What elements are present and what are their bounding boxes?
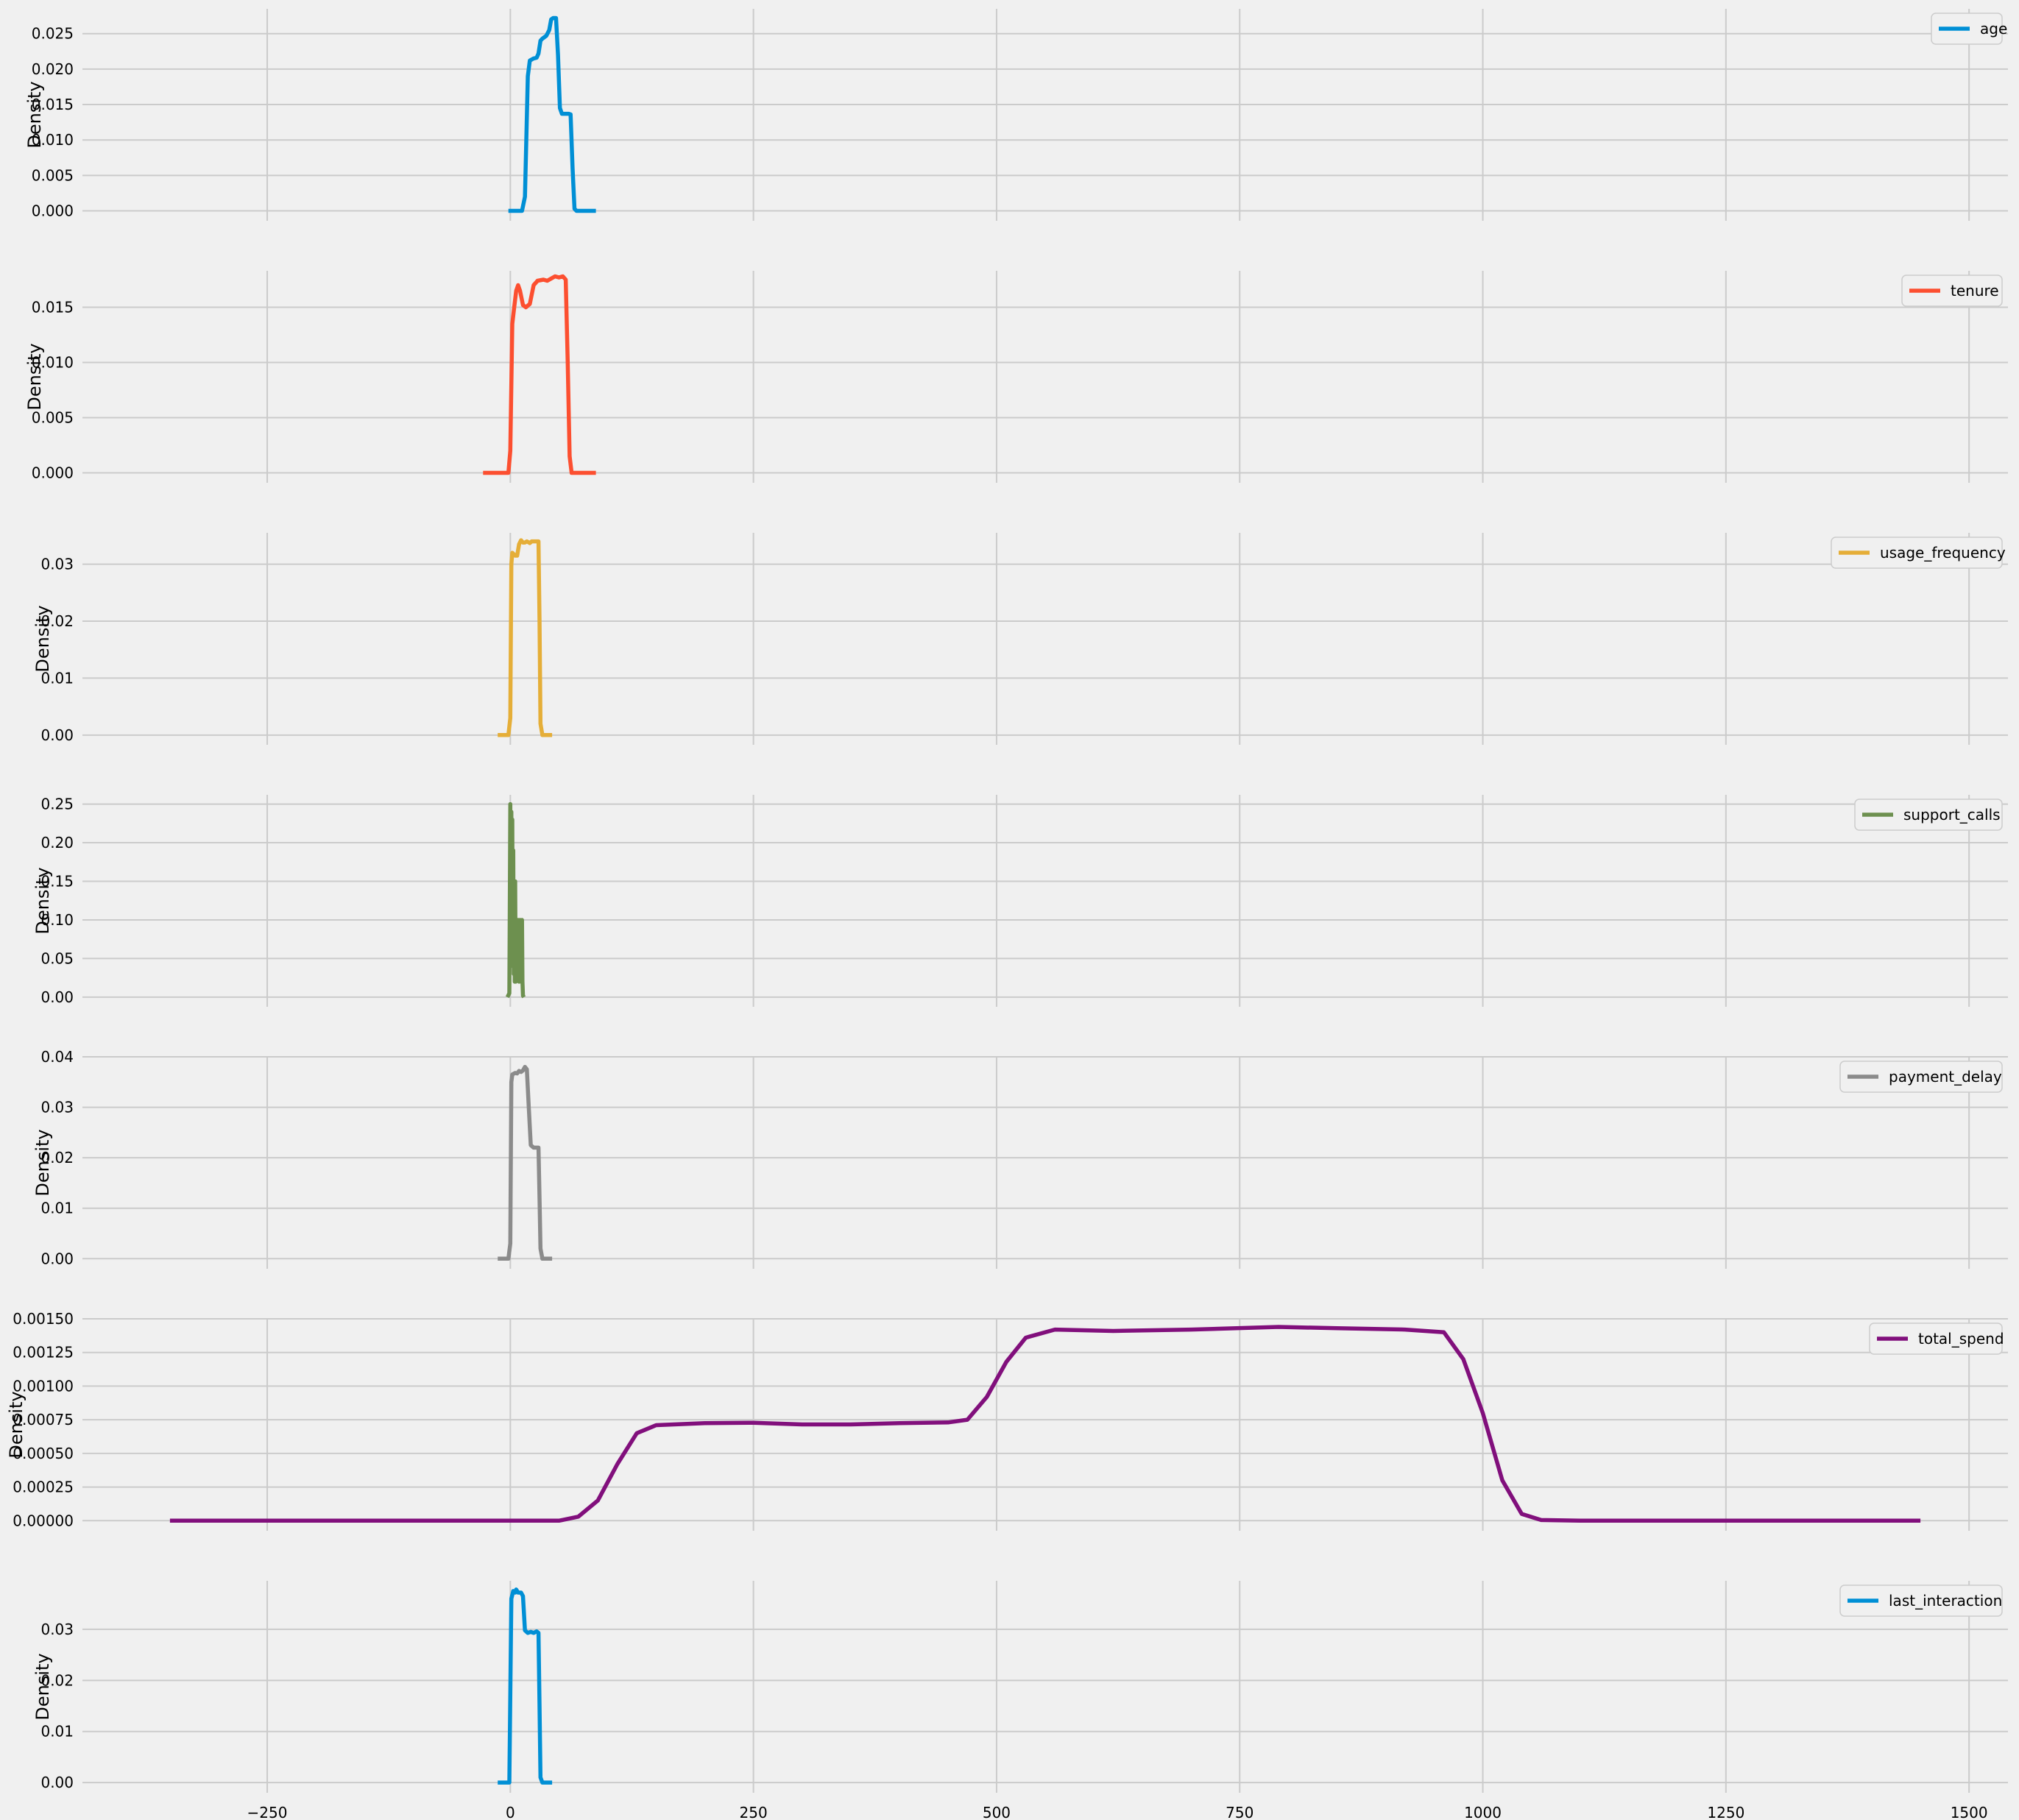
legend-box bbox=[1901, 275, 2003, 307]
legend-box bbox=[1839, 1061, 2003, 1093]
y-tick-label: 0.02 bbox=[40, 1671, 74, 1689]
y-tick-label: 0.05 bbox=[40, 949, 74, 967]
legend: age bbox=[1931, 13, 2007, 45]
panel-last-interaction: 0.00 0.01 0.02 0.03 Density last_interaction −… bbox=[32, 1581, 2008, 1820]
legend-box bbox=[1869, 1322, 2003, 1355]
y-tick-label: 0.10 bbox=[40, 911, 74, 929]
density-line-total-spend bbox=[169, 1325, 1921, 1523]
y-tick-label: 0.00 bbox=[40, 1250, 74, 1267]
legend-label: payment_delay bbox=[1889, 1068, 2002, 1086]
y-tick-label: 0.000 bbox=[32, 202, 74, 220]
x-tick-label: 250 bbox=[740, 1804, 768, 1820]
y-tick-label: 0.00100 bbox=[13, 1377, 74, 1395]
y-tick-label: 0.03 bbox=[40, 1621, 74, 1638]
y-tick-label: 0.25 bbox=[40, 796, 74, 813]
y-tick-label: 0.015 bbox=[32, 299, 74, 316]
panel-total-spend: 0.00000 0.00025 0.00050 0.00075 0.00100 0.001… bbox=[6, 1310, 2008, 1531]
x-tick-label: 1250 bbox=[1707, 1804, 1744, 1820]
y-tick-label: 0.000 bbox=[32, 464, 74, 482]
panel-tenure: 0.000 0.005 0.010 0.015 Density tenure bbox=[24, 271, 2008, 483]
y-axis-label: Density bbox=[32, 867, 53, 934]
y-tick-label: 0.01 bbox=[40, 669, 74, 687]
x-tick-label: 1500 bbox=[1951, 1804, 1988, 1820]
density-line-usage-frequency bbox=[498, 538, 553, 737]
y-tick-label: 0.005 bbox=[32, 409, 74, 427]
y-tick-label: 0.00150 bbox=[13, 1310, 74, 1328]
y-tick-label: 0.15 bbox=[40, 873, 74, 890]
y-tick-label: 0.00 bbox=[40, 988, 74, 1006]
legend: last_interaction bbox=[1839, 1584, 2003, 1617]
y-tick-label: 0.015 bbox=[32, 96, 74, 113]
legend: support_calls bbox=[1854, 799, 2003, 831]
x-tick-label: 500 bbox=[983, 1804, 1011, 1820]
legend-label: age bbox=[1980, 20, 2007, 38]
panel-support-calls: 0.00 0.05 0.10 0.15 0.20 0.25 Density support_c… bbox=[32, 795, 2008, 1007]
y-tick-label: 0.01 bbox=[40, 1723, 74, 1741]
legend: payment_delay bbox=[1839, 1061, 2003, 1093]
y-tick-label: 0.025 bbox=[32, 25, 74, 43]
panel-payment-delay: 0.00 0.01 0.02 0.03 0.04 Density payment_delay bbox=[32, 1048, 2008, 1269]
y-tick-label: 0.00 bbox=[40, 1774, 74, 1791]
y-axis-label: Density bbox=[32, 605, 53, 672]
density-line-support-calls bbox=[505, 801, 526, 999]
legend-label: last_interaction bbox=[1889, 1592, 2002, 1610]
y-axis-label: Density bbox=[24, 81, 45, 148]
legend: total_spend bbox=[1869, 1322, 2004, 1355]
y-tick-label: 0.04 bbox=[40, 1048, 74, 1066]
panel-age: 0.000 0.005 0.010 0.015 0.020 0.025 Density age bbox=[24, 9, 2008, 221]
y-tick-label: 0.010 bbox=[32, 131, 74, 149]
y-axis-label: Density bbox=[32, 1653, 53, 1720]
y-axis-label: Density bbox=[24, 343, 45, 410]
y-tick-label: 0.00 bbox=[40, 726, 74, 744]
legend-box bbox=[1854, 799, 2003, 831]
legend: tenure bbox=[1901, 275, 2003, 307]
y-tick-label: 0.010 bbox=[32, 354, 74, 372]
y-tick-label: 0.03 bbox=[40, 1099, 74, 1116]
y-axis-label: Density bbox=[32, 1129, 53, 1196]
y-tick-label: 0.00025 bbox=[13, 1479, 74, 1496]
x-tick-label: 0 bbox=[506, 1804, 515, 1820]
density-line-payment-delay bbox=[498, 1064, 553, 1261]
y-tick-label: 0.01 bbox=[40, 1200, 74, 1217]
legend-box bbox=[1839, 1584, 2003, 1617]
y-tick-label: 0.00000 bbox=[13, 1512, 74, 1529]
y-tick-label: 0.00050 bbox=[13, 1445, 74, 1462]
y-axis-label: Density bbox=[6, 1391, 26, 1458]
legend-label: tenure bbox=[1951, 282, 1999, 300]
panel-usage-frequency: 0.00 0.01 0.02 0.03 Density usage_frequency bbox=[32, 533, 2008, 745]
legend: usage_frequency bbox=[1831, 537, 2006, 569]
x-tick-label: −250 bbox=[247, 1804, 288, 1820]
y-tick-label: 0.20 bbox=[40, 834, 74, 851]
density-panels: 0.0000.0050.0100.0150.0200.025Densityage… bbox=[6, 9, 2008, 1820]
y-tick-label: 0.020 bbox=[32, 60, 74, 78]
x-tick-label: 750 bbox=[1226, 1804, 1254, 1820]
density-line-last-interaction bbox=[498, 1587, 553, 1785]
y-tick-label: 0.02 bbox=[40, 1149, 74, 1166]
x-tick-label: 1000 bbox=[1464, 1804, 1502, 1820]
density-line-age bbox=[508, 15, 596, 213]
legend-label: support_calls bbox=[1903, 806, 2001, 824]
legend-label: total_spend bbox=[1918, 1330, 2004, 1348]
y-tick-label: 0.03 bbox=[40, 556, 74, 573]
legend-box bbox=[1831, 537, 2003, 569]
y-tick-label: 0.005 bbox=[32, 166, 74, 184]
y-tick-label: 0.00075 bbox=[13, 1411, 74, 1428]
legend-label: usage_frequency bbox=[1880, 544, 2006, 562]
y-tick-label: 0.02 bbox=[40, 612, 74, 630]
y-tick-label: 0.00125 bbox=[13, 1344, 74, 1362]
density-line-tenure bbox=[483, 274, 596, 475]
